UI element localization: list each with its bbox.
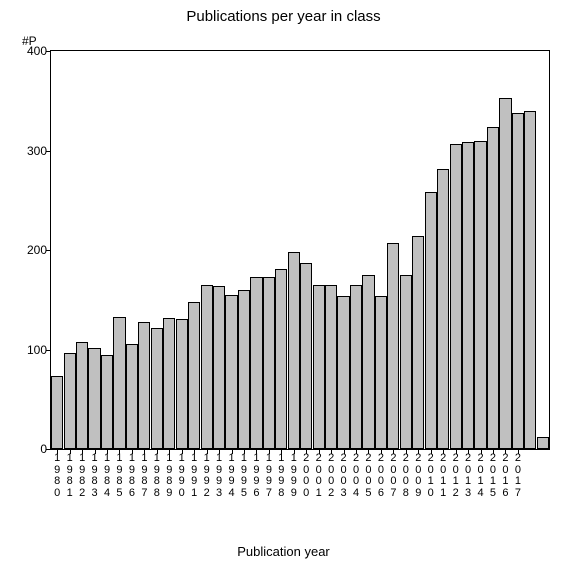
x-tick-label: 1991	[189, 453, 199, 499]
x-tick-label: 2012	[451, 453, 461, 499]
x-tick-label: 1998	[276, 453, 286, 499]
y-tick-label: 300	[21, 144, 47, 158]
bar	[487, 127, 499, 449]
bar	[51, 376, 63, 449]
x-tick-label: 2004	[351, 453, 361, 499]
x-tick-label: 1992	[202, 453, 212, 499]
plot-area: 0100200300400198019811982198319841985198…	[50, 50, 550, 450]
bar	[362, 275, 374, 449]
bar	[512, 113, 524, 449]
x-tick-label: 2016	[500, 453, 510, 499]
bar	[412, 236, 424, 449]
x-axis-label: Publication year	[0, 544, 567, 559]
bar	[437, 169, 449, 449]
y-tick-mark	[46, 250, 51, 251]
bar	[400, 275, 412, 449]
x-tick-label: 2010	[426, 453, 436, 499]
x-tick-label: 1990	[177, 453, 187, 499]
x-tick-label: 1980	[52, 453, 62, 499]
x-tick-label: 2005	[363, 453, 373, 499]
publications-chart: Publications per year in class #P 010020…	[0, 0, 567, 567]
bar	[375, 296, 387, 449]
x-tick-label: 2000	[301, 453, 311, 499]
bar	[126, 344, 138, 449]
y-tick-label: 100	[21, 343, 47, 357]
bar	[300, 263, 312, 449]
bar	[225, 295, 237, 449]
bar	[350, 285, 362, 449]
y-tick-mark	[46, 449, 51, 450]
x-tick-label: 2011	[438, 453, 448, 499]
y-tick-label: 400	[21, 44, 47, 58]
bar	[462, 142, 474, 449]
x-tick-label: 1996	[251, 453, 261, 499]
x-tick-label: 1995	[239, 453, 249, 499]
bar	[238, 290, 250, 449]
bar	[188, 302, 200, 449]
bar	[450, 144, 462, 449]
x-tick-label: 1999	[289, 453, 299, 499]
bar	[313, 285, 325, 449]
bar	[76, 342, 88, 449]
bar	[387, 243, 399, 449]
bar	[524, 111, 536, 449]
bar	[250, 277, 262, 449]
x-tick-label: 1997	[264, 453, 274, 499]
y-tick-mark	[46, 350, 51, 351]
x-tick-label: 2006	[376, 453, 386, 499]
bar	[474, 141, 486, 449]
x-tick-label: 2015	[488, 453, 498, 499]
bar	[213, 286, 225, 449]
chart-title: Publications per year in class	[0, 8, 567, 25]
bars-container	[51, 51, 549, 449]
x-tick-label: 2017	[513, 453, 523, 499]
bar	[201, 285, 213, 449]
x-tick-label: 1984	[102, 453, 112, 499]
x-tick-label: 2003	[339, 453, 349, 499]
bar	[64, 353, 76, 450]
x-tick-label: 1985	[114, 453, 124, 499]
x-tick-label: 2001	[314, 453, 324, 499]
y-tick-label: 0	[21, 442, 47, 456]
bar	[425, 192, 437, 449]
x-tick-label: 1982	[77, 453, 87, 499]
bar	[537, 437, 549, 449]
bar	[263, 277, 275, 449]
x-tick-label: 1994	[227, 453, 237, 499]
x-tick-label: 2002	[326, 453, 336, 499]
x-tick-label: 1981	[65, 453, 75, 499]
bar	[176, 319, 188, 449]
x-tick-label: 1989	[164, 453, 174, 499]
bar	[113, 317, 125, 449]
bar	[499, 98, 511, 449]
x-tick-label: 1983	[90, 453, 100, 499]
x-tick-label: 1993	[214, 453, 224, 499]
bar	[151, 328, 163, 449]
x-tick-label: 2007	[388, 453, 398, 499]
x-tick-label: 1988	[152, 453, 162, 499]
x-tick-label: 1987	[139, 453, 149, 499]
y-tick-mark	[46, 151, 51, 152]
bar	[275, 269, 287, 449]
x-tick-label: 1986	[127, 453, 137, 499]
x-tick-label: 2013	[463, 453, 473, 499]
bar	[288, 252, 300, 449]
bar	[88, 348, 100, 449]
bar	[163, 318, 175, 449]
x-tick-label: 2008	[401, 453, 411, 499]
bar	[138, 322, 150, 449]
bar	[325, 285, 337, 449]
y-tick-label: 200	[21, 243, 47, 257]
bar	[337, 296, 349, 449]
x-tick-label: 2009	[413, 453, 423, 499]
bar	[101, 355, 113, 449]
x-tick-label: 2014	[476, 453, 486, 499]
y-tick-mark	[46, 51, 51, 52]
